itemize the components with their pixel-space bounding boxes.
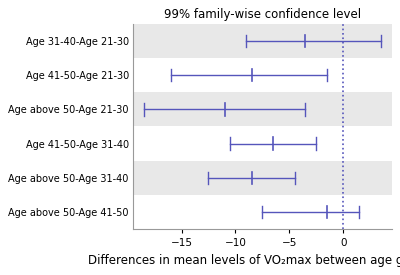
Bar [133,92,392,126]
X-axis label: Differences in mean levels of VO₂max between age groups: Differences in mean levels of VO₂max bet… [88,254,400,267]
Bar [133,24,392,58]
Bar [133,161,392,195]
Title: 99% family-wise confidence level: 99% family-wise confidence level [164,8,361,21]
